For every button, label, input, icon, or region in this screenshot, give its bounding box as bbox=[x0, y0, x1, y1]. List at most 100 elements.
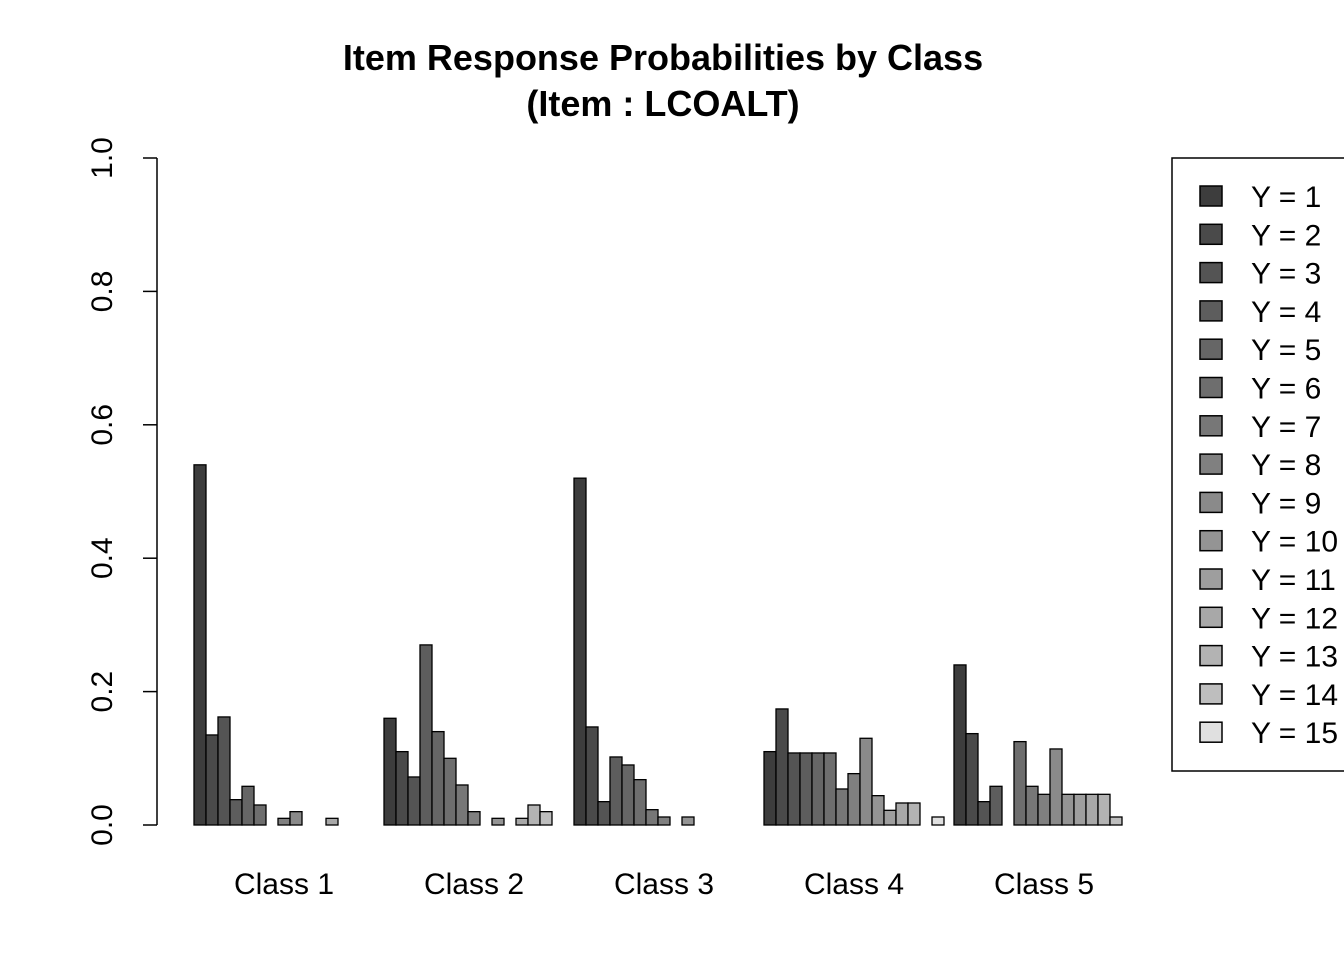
bar bbox=[989, 785, 1003, 826]
legend-label: Y = 1 bbox=[1251, 181, 1321, 214]
bar bbox=[1037, 793, 1051, 826]
legend-label: Y = 13 bbox=[1251, 641, 1338, 674]
bar bbox=[775, 708, 789, 826]
legend-swatch bbox=[1199, 223, 1223, 246]
bar bbox=[965, 732, 979, 826]
x-tick-label: Class 2 bbox=[424, 868, 524, 901]
x-tick-label: Class 5 bbox=[994, 868, 1094, 901]
bar bbox=[977, 801, 991, 826]
legend: Y = 1 Y = 2 Y = 3 Y = 4 Y = 5 Y = 6 Y = 7 Y = 8… bbox=[1171, 157, 1344, 772]
bar bbox=[953, 664, 967, 826]
bar bbox=[657, 816, 671, 826]
bar bbox=[1025, 785, 1039, 826]
legend-swatch bbox=[1199, 376, 1223, 399]
legend-swatch bbox=[1199, 606, 1223, 629]
bar bbox=[277, 817, 291, 826]
bar bbox=[883, 809, 897, 826]
bar bbox=[443, 757, 457, 826]
bar bbox=[895, 802, 909, 826]
legend-swatch bbox=[1199, 683, 1223, 705]
bar bbox=[491, 817, 505, 826]
legend-swatch bbox=[1199, 568, 1223, 590]
legend-label: Y = 14 bbox=[1251, 679, 1338, 712]
bar bbox=[621, 764, 635, 826]
x-tick-label: Class 3 bbox=[614, 868, 714, 901]
bar bbox=[395, 750, 409, 826]
legend-label: Y = 4 bbox=[1251, 296, 1321, 329]
bar bbox=[681, 816, 695, 826]
legend-swatch bbox=[1199, 644, 1223, 667]
y-tick-label: 0.0 bbox=[86, 804, 119, 846]
bar bbox=[645, 809, 659, 826]
bar bbox=[871, 795, 885, 826]
bar bbox=[847, 772, 861, 826]
bar-group bbox=[763, 708, 945, 826]
legend-swatch bbox=[1199, 338, 1223, 360]
bar bbox=[811, 752, 825, 826]
chart-title: Item Response Probabilities by Class bbox=[343, 37, 983, 78]
legend-label: Y = 12 bbox=[1251, 602, 1338, 635]
bar bbox=[573, 477, 587, 826]
chart-subtitle: (Item : LCOALT) bbox=[526, 83, 799, 124]
bar-group bbox=[573, 477, 695, 826]
x-tick-label: Class 4 bbox=[804, 868, 904, 901]
y-tick-label: 0.8 bbox=[86, 271, 119, 313]
legend-swatch bbox=[1199, 261, 1223, 284]
x-axis-labels: Class 1 Class 2 Class 3 Class 4 Class 5 bbox=[234, 868, 1094, 901]
bar-group bbox=[193, 464, 339, 826]
bar bbox=[455, 784, 469, 826]
bar bbox=[823, 752, 837, 826]
y-tick-label: 0.4 bbox=[86, 537, 119, 579]
bar bbox=[383, 717, 397, 826]
bar bbox=[859, 737, 873, 826]
bar bbox=[467, 811, 481, 826]
legend-label: Y = 5 bbox=[1251, 334, 1321, 367]
legend-swatch bbox=[1199, 453, 1223, 475]
legend-label: Y = 15 bbox=[1251, 717, 1338, 750]
bar bbox=[193, 464, 207, 826]
bar bbox=[515, 817, 529, 826]
y-tick-label: 0.2 bbox=[86, 671, 119, 713]
bar bbox=[325, 817, 339, 826]
legend-swatch bbox=[1199, 491, 1223, 514]
bar bbox=[419, 644, 433, 826]
legend-label: Y = 7 bbox=[1251, 411, 1321, 444]
legend-swatch bbox=[1199, 300, 1223, 322]
bar bbox=[241, 785, 255, 826]
bar bbox=[1109, 816, 1123, 826]
bar-group bbox=[953, 664, 1123, 826]
bar bbox=[787, 752, 801, 826]
bar-group bbox=[383, 644, 553, 826]
bar bbox=[217, 716, 231, 826]
legend-label: Y = 2 bbox=[1251, 219, 1321, 252]
bars bbox=[193, 464, 1123, 826]
legend-label: Y = 9 bbox=[1251, 487, 1321, 520]
bar bbox=[1073, 793, 1087, 826]
bar bbox=[1013, 740, 1027, 826]
bar bbox=[539, 811, 553, 826]
bar bbox=[609, 756, 623, 826]
bar bbox=[431, 730, 445, 826]
legend-label: Y = 3 bbox=[1251, 258, 1321, 291]
legend-swatch bbox=[1199, 415, 1223, 437]
bar bbox=[633, 778, 647, 826]
bar bbox=[597, 801, 611, 826]
bar bbox=[1085, 793, 1099, 826]
bar bbox=[763, 750, 777, 826]
legend-label: Y = 6 bbox=[1251, 373, 1321, 406]
bar bbox=[229, 799, 243, 826]
legend-swatch bbox=[1199, 721, 1223, 743]
bar bbox=[253, 804, 267, 826]
legend-label: Y = 11 bbox=[1251, 564, 1336, 597]
bar bbox=[585, 726, 599, 826]
bar bbox=[1061, 793, 1075, 826]
y-tick-label: 1.0 bbox=[86, 137, 119, 179]
bar bbox=[289, 811, 303, 826]
legend-box bbox=[1171, 157, 1344, 772]
y-axis: 0.0 0.2 0.4 0.6 0.8 1.0 bbox=[86, 137, 158, 846]
bar bbox=[205, 734, 219, 826]
legend-swatch bbox=[1199, 185, 1223, 207]
bar bbox=[799, 752, 813, 826]
bar bbox=[527, 804, 541, 826]
